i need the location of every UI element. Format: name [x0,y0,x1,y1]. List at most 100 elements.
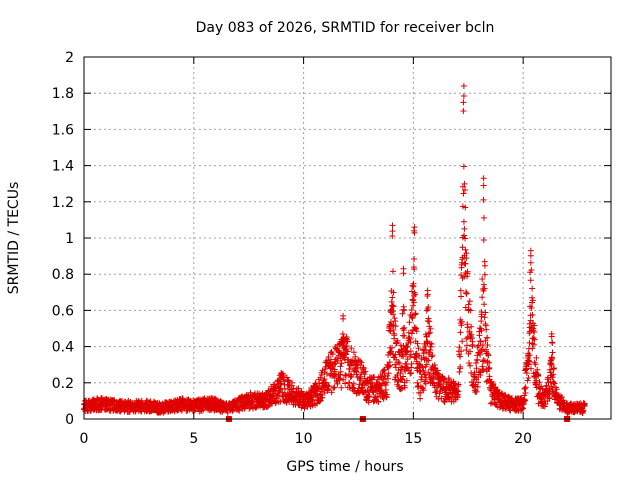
data-point [357,377,364,384]
grid-lines [84,57,611,419]
data-point [519,405,526,412]
data-point [474,383,481,390]
data-point [428,353,435,360]
data-point [464,342,471,349]
y-tick-label: 0.6 [52,303,74,319]
data-point [434,370,441,377]
data-point [408,288,415,295]
data-point [383,379,390,386]
data-point [473,388,480,395]
data-point [462,304,469,311]
data-point [471,371,478,378]
data-point [521,397,528,404]
data-point [331,384,338,391]
data-point [481,271,488,278]
data-point [321,369,328,376]
data-point [523,370,530,377]
data-point [348,345,355,352]
data-point [481,262,488,269]
data-point [425,357,432,364]
data-point [464,268,471,275]
data-point [424,291,431,298]
data-point [526,352,533,359]
data-point [422,380,429,387]
data-point [412,325,419,332]
data-point [385,375,392,382]
data-point [527,365,534,372]
data-point [482,309,489,316]
data-point [462,246,469,253]
data-point [529,294,536,301]
data-point [467,362,474,369]
data-point [425,369,432,376]
data-point [549,374,556,381]
y-axis-label: SRMTID / TECUs [6,182,22,295]
data-point [529,297,536,304]
data-point [389,268,396,275]
data-point [289,379,296,386]
data-point [388,344,395,351]
data-point [409,302,416,309]
data-point [379,380,386,387]
data-point [442,386,449,393]
data-point [529,285,536,292]
data-point [457,353,464,360]
data-point [469,338,476,345]
data-point [480,214,487,221]
data-point [415,345,422,352]
data-point [535,372,542,379]
data-point [365,399,372,406]
y-tick-label: 1.2 [52,195,74,211]
y-tick-label: 0.2 [52,376,74,392]
data-point [527,259,534,266]
data-point [461,225,468,232]
data-point [477,351,484,358]
data-point [343,343,350,350]
data-point [457,287,464,294]
data-point [279,389,286,396]
data-point [338,360,345,367]
data-point [480,182,487,189]
data-point [397,386,404,393]
data-point [329,351,336,358]
data-point [468,334,475,341]
data-point [330,385,337,392]
data-point [408,307,415,313]
data-point [448,394,455,401]
data-point [456,368,463,375]
data-point [484,334,491,341]
data-point [480,357,487,364]
data-point [400,306,407,313]
data-point [411,229,418,236]
data-point [428,341,435,348]
data-point [388,298,395,305]
data-point [458,259,465,266]
y-tick-label: 1.4 [52,159,74,175]
data-point [409,315,416,322]
data-point [391,315,398,322]
data-point [386,362,393,369]
data-point [467,307,474,314]
data-point [477,371,484,378]
data-point [413,328,420,335]
data-point [533,354,540,361]
data-point [410,280,417,287]
data-point [399,310,406,317]
data-point [546,366,553,373]
data-point [457,363,464,370]
y-tick-label: 0 [65,412,74,428]
data-point [464,334,471,341]
data-point [533,377,540,384]
data-point [390,311,397,318]
data-point [412,310,419,317]
data-point [353,371,360,378]
data-point [481,314,488,321]
data-point [417,389,424,396]
data-point [316,398,323,405]
data-point [423,333,430,340]
data-point [481,285,488,292]
data-point [400,373,407,380]
data-point [278,380,285,387]
data-point [422,378,429,385]
y-tick-label: 1 [65,231,74,247]
